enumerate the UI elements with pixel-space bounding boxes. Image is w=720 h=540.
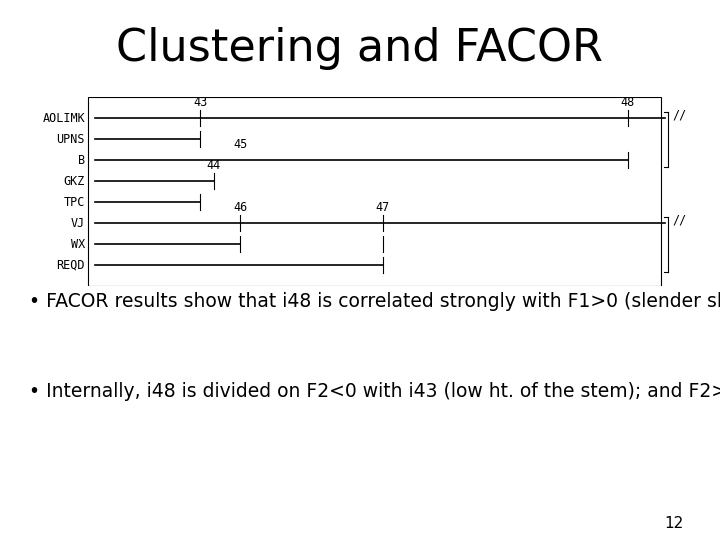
Text: GKZ: GKZ	[64, 175, 85, 188]
Text: 45: 45	[233, 138, 248, 151]
Text: VJ: VJ	[71, 217, 85, 230]
Text: 48: 48	[621, 96, 635, 109]
Text: REQD: REQD	[57, 259, 85, 272]
Text: 47: 47	[376, 201, 390, 214]
Text: • Internally, i48 is divided on F2<0 with i43 (low ht. of the stem); and F2>0 wi: • Internally, i48 is divided on F2<0 wit…	[29, 382, 720, 401]
Text: //: //	[672, 213, 687, 227]
Text: 44: 44	[207, 159, 220, 172]
FancyBboxPatch shape	[89, 97, 662, 286]
Text: WX: WX	[71, 238, 85, 251]
Text: 43: 43	[193, 96, 207, 109]
Text: Clustering and FACOR: Clustering and FACOR	[117, 27, 603, 70]
Text: UPNS: UPNS	[57, 133, 85, 146]
Text: 46: 46	[233, 201, 248, 214]
Text: • FACOR results show that i48 is correlated strongly with F1>0 (slender shapes),: • FACOR results show that i48 is correla…	[29, 292, 720, 311]
Text: 12: 12	[665, 516, 684, 531]
Text: AOLIMK: AOLIMK	[42, 112, 85, 125]
Text: B: B	[78, 154, 85, 167]
Text: //: //	[672, 109, 687, 122]
Text: TPC: TPC	[64, 195, 85, 208]
